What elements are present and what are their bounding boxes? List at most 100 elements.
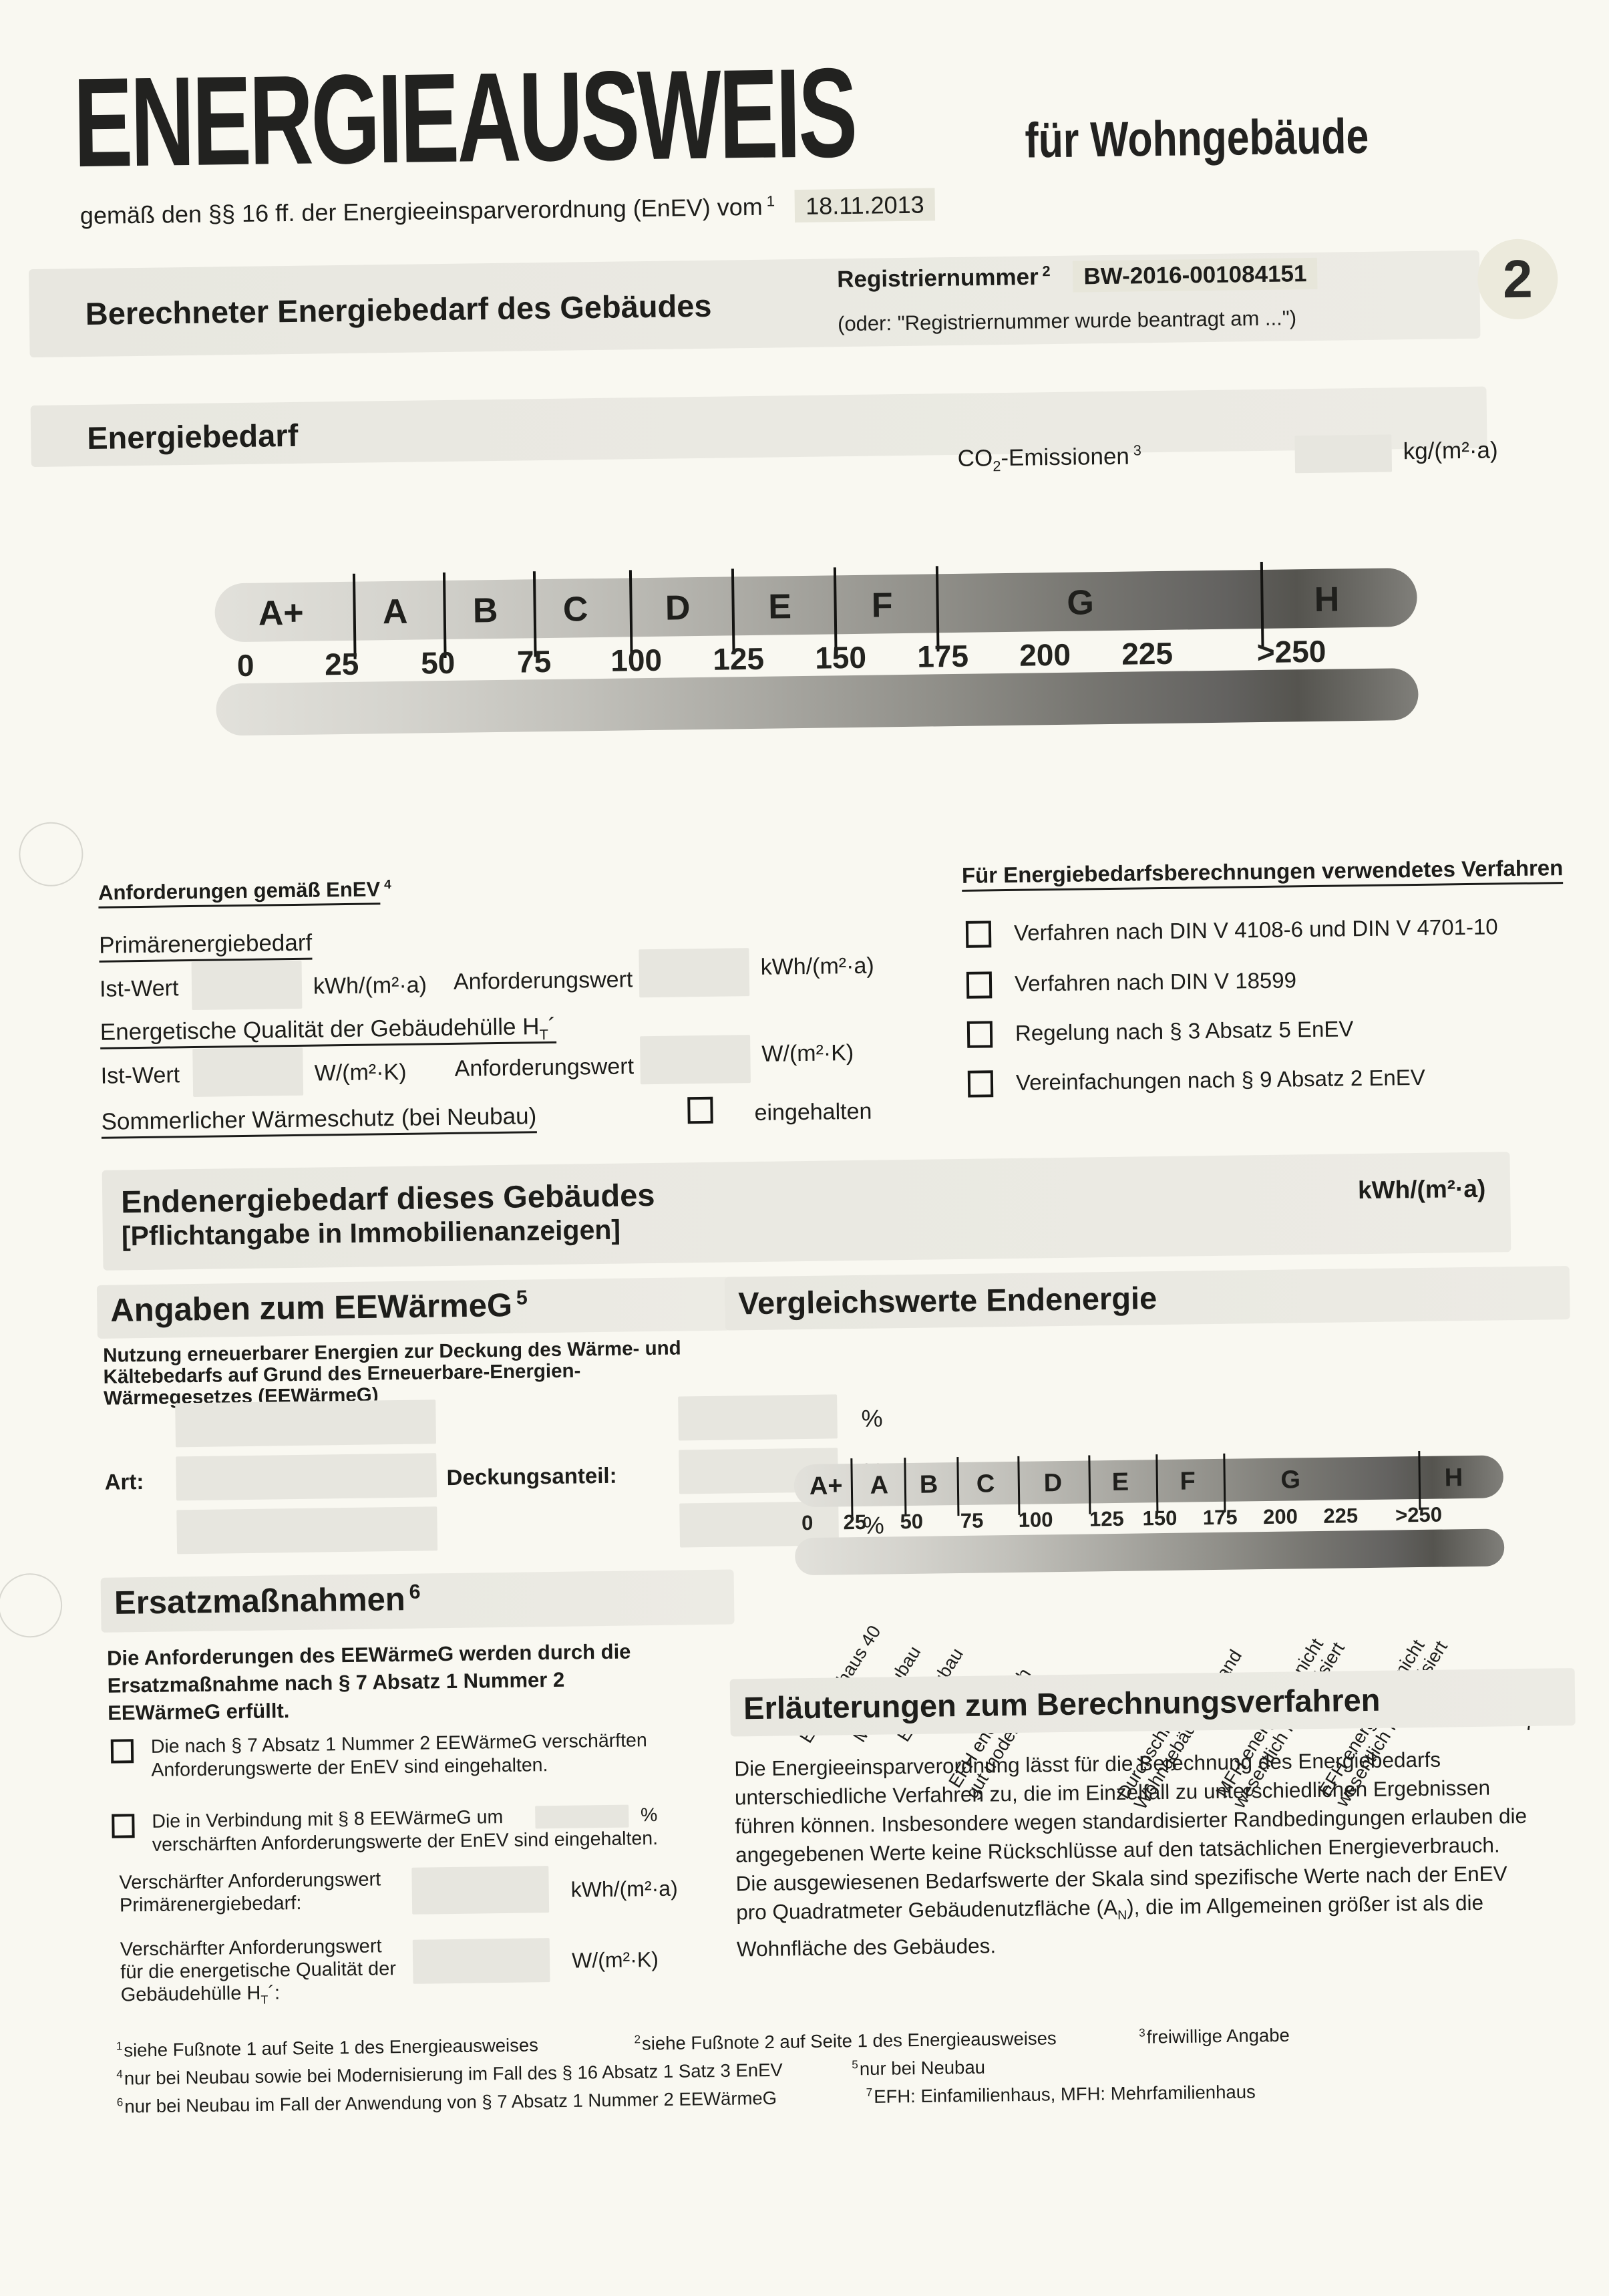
- endenergie-line1: Endenergiebedarf dieses Gebäudes: [120, 1176, 655, 1220]
- ersatz-checkbox-1[interactable]: [110, 1739, 134, 1764]
- verfahren-item-1: Verfahren nach DIN V 4108-6 und DIN V 47…: [1013, 914, 1498, 945]
- footnote-5: 5nur bei Neubau: [852, 2056, 986, 2080]
- vergleich-letter-b: B: [919, 1470, 938, 1499]
- scale-value-225: 225: [1121, 635, 1174, 671]
- gebaeudehuelle-label: Energetische Qualität der Gebäudehülle H…: [100, 1013, 556, 1049]
- scale-value-50: 50: [420, 645, 456, 681]
- eewaermeg-anteil-field-1[interactable]: [678, 1394, 838, 1441]
- ist-wert-unit-1: kWh/(m²·a): [313, 972, 427, 999]
- ist-wert-field-1[interactable]: [191, 960, 303, 1011]
- verfahren-item-3: Regelung nach § 3 Absatz 5 EnEV: [1015, 1016, 1354, 1045]
- scale-value-150: 150: [814, 639, 867, 675]
- verfahren-checkbox-4[interactable]: [967, 1070, 994, 1098]
- anforderungswert-unit-2: W/(m²·K): [761, 1040, 854, 1067]
- vergleich-value-225: 225: [1323, 1504, 1359, 1528]
- ist-wert-field-2[interactable]: [192, 1047, 304, 1097]
- scale-value-200: 200: [1019, 637, 1071, 673]
- req2-label: Verschärfter Anforderungswert für die en…: [120, 1935, 397, 2007]
- vergleich-value-50: 50: [900, 1509, 924, 1534]
- document-title: ENERGIEAUSWEIS: [72, 41, 856, 194]
- anforderungen-footnote-marker: 4: [383, 877, 391, 892]
- eewaermeg-art-field-2[interactable]: [176, 1453, 437, 1501]
- vergleich-value-175: 175: [1202, 1505, 1238, 1530]
- scale-value-250plus: >250: [1256, 633, 1326, 670]
- sommerlicher-waermeschutz-label: Sommerlicher Wärmeschutz (bei Neubau): [101, 1103, 537, 1139]
- scale-letter-a-plus: A+: [258, 593, 305, 633]
- energy-demand-scale: A+ A B C D E F G H 0 25 50 75 100 125 15…: [214, 561, 1419, 736]
- verfahren-item-4: Vereinfachungen nach § 9 Absatz 2 EnEV: [1015, 1064, 1425, 1095]
- vergleich-letter-e: E: [1111, 1468, 1129, 1497]
- req2-unit: W/(m²·K): [571, 1947, 659, 1973]
- co2-unit: kg/(m²·a): [1403, 437, 1498, 465]
- registration-value: BW-2016-001084151: [1073, 257, 1318, 293]
- co2-label: CO2-Emissionen 3: [957, 442, 1141, 474]
- co2-value-field[interactable]: [1294, 434, 1393, 474]
- anforderungswert-label-2: Anforderungswert: [454, 1053, 635, 1082]
- vergleich-value-75: 75: [960, 1508, 984, 1533]
- subtitle-footnote-marker: 1: [766, 192, 775, 210]
- anforderungswert-field-1[interactable]: [639, 948, 750, 998]
- vergleich-letter-a-plus: A+: [809, 1472, 843, 1500]
- primaerenergiebedarf-label: Primärenergiebedarf: [98, 929, 313, 963]
- energiebedarf-heading: Energiebedarf: [86, 417, 299, 456]
- verfahren-item-2: Verfahren nach DIN V 18599: [1014, 967, 1297, 996]
- endenergie-line2: [Pflichtangabe in Immobilienanzeigen]: [121, 1214, 621, 1252]
- scale-letter-c: C: [562, 590, 588, 629]
- verfahren-checkbox-2[interactable]: [966, 971, 993, 999]
- registration-footnote-marker: 2: [1042, 263, 1051, 280]
- eewaermeg-desc: Nutzung erneuerbarer Energien zur Deckun…: [103, 1337, 681, 1410]
- page-number-badge: 2: [1477, 238, 1559, 320]
- scale-letter-e: E: [767, 587, 792, 627]
- ist-wert-unit-2: W/(m²·K): [314, 1059, 407, 1086]
- verfahren-checkbox-1[interactable]: [965, 921, 992, 948]
- enev-date-value: 18.11.2013: [794, 188, 935, 223]
- vergleich-letter-c: C: [976, 1470, 995, 1498]
- req2-field[interactable]: [412, 1938, 550, 1984]
- eewaermeg-footnote-marker: 5: [516, 1286, 528, 1309]
- registration-block: Registriernummer 2 BW-2016-001084151: [836, 257, 1318, 293]
- art-label: Art:: [104, 1469, 144, 1494]
- vergleich-scale: A+ A B C D E F G H 0 25 50 75 100 125 15…: [793, 1450, 1505, 1576]
- eewaermeg-heading: Angaben zum EEWärmeG 5: [110, 1286, 528, 1329]
- eingehalten-label: eingehalten: [754, 1098, 872, 1126]
- scale-letter-g: G: [1066, 583, 1095, 623]
- eewaermeg-art-field-1[interactable]: [175, 1400, 436, 1448]
- scale-value-25: 25: [324, 646, 359, 682]
- punch-hole-bottom: [0, 1573, 63, 1638]
- vergleich-letter-g: G: [1280, 1466, 1301, 1494]
- scale-letter-h: H: [1314, 580, 1340, 619]
- subtitle-text: gemäß den §§ 16 ff. der Energieeinsparve…: [79, 192, 763, 230]
- req1-label: Verschärfter Anforderungswert Primärener…: [119, 1868, 381, 1917]
- anforderungswert-unit-1: kWh/(m²·a): [760, 953, 874, 980]
- req1-unit: kWh/(m²·a): [570, 1876, 678, 1902]
- vergleich-value-200: 200: [1262, 1504, 1298, 1529]
- document-title-suffix: für Wohngebäude: [1024, 108, 1369, 168]
- scale-letter-b: B: [472, 591, 498, 631]
- vergleich-heading: Vergleichswerte Endenergie: [737, 1280, 1157, 1321]
- percent-sign-1: %: [861, 1404, 883, 1432]
- ist-wert-label-1: Ist-Wert: [99, 975, 179, 1002]
- scale-value-125: 125: [712, 641, 765, 677]
- eingehalten-checkbox[interactable]: [687, 1096, 713, 1124]
- req1-field[interactable]: [411, 1866, 550, 1915]
- anforderungswert-field-2[interactable]: [640, 1035, 751, 1085]
- verfahren-checkbox-3[interactable]: [966, 1021, 993, 1048]
- vergleich-letter-a: A: [870, 1471, 889, 1500]
- vergleich-value-150: 150: [1142, 1506, 1178, 1530]
- ersatz-checkbox-2[interactable]: [112, 1814, 135, 1838]
- vergleich-letter-h: H: [1444, 1464, 1463, 1492]
- ersatz-cb2-label: Die in Verbindung mit § 8 EEWärmeG um % …: [152, 1802, 767, 1858]
- registration-label: Registriernummer: [836, 263, 1039, 293]
- document-subtitle: gemäß den §§ 16 ff. der Energieeinsparve…: [79, 188, 935, 230]
- scale-value-0: 0: [236, 647, 254, 683]
- deckungsanteil-label: Deckungsanteil:: [446, 1462, 617, 1490]
- vergleich-value-25: 25: [843, 1510, 867, 1534]
- ersatz-percent-field[interactable]: [534, 1805, 629, 1829]
- ersatz-cb1-label: Die nach § 7 Absatz 1 Nummer 2 EEWärmeG …: [150, 1730, 647, 1781]
- vergleich-letter-d: D: [1043, 1469, 1063, 1498]
- vergleich-value-125: 125: [1089, 1506, 1124, 1531]
- anforderungen-heading: Anforderungen gemäß EnEV 4: [98, 877, 393, 909]
- eewaermeg-art-field-3[interactable]: [176, 1506, 438, 1554]
